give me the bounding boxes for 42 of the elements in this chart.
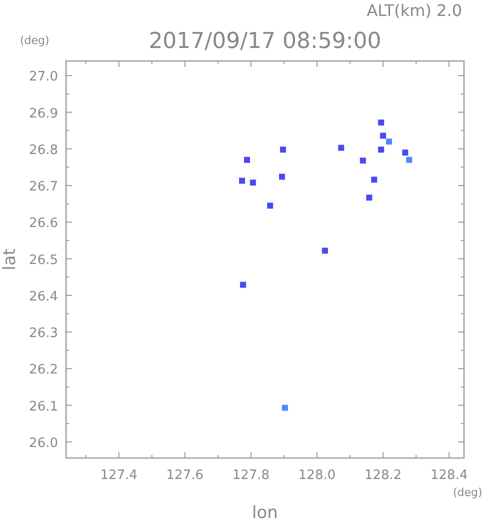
text: (deg) [453, 486, 482, 499]
point [360, 158, 366, 164]
point [240, 282, 246, 288]
y-tick-label: 26.6 [29, 216, 58, 232]
y-tick-label: 26.2 [29, 362, 58, 378]
y-tick-label: 26.9 [29, 106, 58, 122]
point [338, 144, 344, 151]
point [371, 176, 378, 183]
x-tick-label: 128.4 [430, 468, 468, 483]
point [380, 132, 386, 139]
point [279, 174, 286, 180]
point [239, 178, 246, 184]
y-tick-label: 26.3 [29, 326, 58, 342]
point [406, 156, 412, 163]
point [402, 150, 408, 156]
chart-subtitle: ALT(km) 2.0 [366, 1, 462, 20]
point [378, 146, 384, 153]
y-tick-label: 27.0 [29, 70, 58, 85]
x-tick-label: 127.8 [232, 468, 270, 483]
x-tick-label: 127.6 [166, 468, 204, 483]
point [244, 156, 250, 163]
point [378, 120, 384, 126]
x-tick-label: 128.0 [298, 468, 336, 483]
point [280, 146, 286, 153]
y-tick-label: 26.4 [29, 289, 58, 304]
point [322, 248, 328, 254]
y-tick-label: 26.7 [29, 180, 58, 195]
y-tick-label: 26.1 [29, 399, 58, 414]
y-axis-title: lat [0, 248, 20, 270]
point [282, 404, 288, 411]
point [267, 202, 274, 209]
text: (deg) [20, 34, 50, 47]
y-tick-label: 26.0 [29, 436, 58, 451]
x-tick-label: 127.4 [100, 468, 138, 483]
point [250, 180, 256, 186]
x-axis-title: lon [252, 503, 278, 521]
point [386, 138, 392, 145]
y-tick-label: 26.8 [29, 142, 58, 158]
chart-title: 2017/09/17 08:59:00 [148, 29, 382, 54]
x-tick-label: 128.2 [364, 468, 402, 483]
y-tick-label: 26.5 [29, 252, 58, 268]
point [366, 194, 372, 201]
